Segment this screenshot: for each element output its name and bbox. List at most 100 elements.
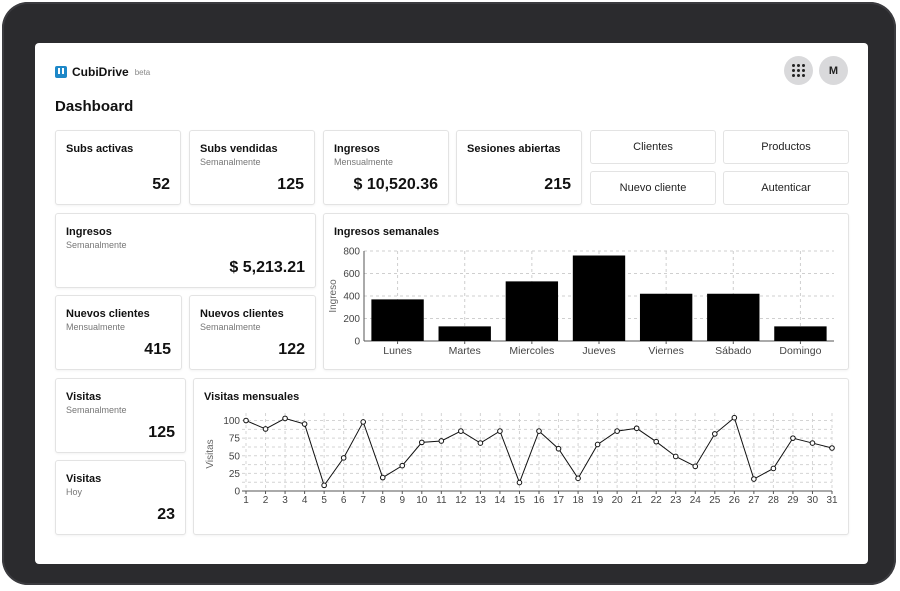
x-tick-label: 13 (475, 495, 487, 506)
x-tick-label: 20 (612, 495, 624, 506)
data-point (555, 445, 562, 452)
x-tick-label: Martes (449, 345, 481, 357)
data-point (790, 435, 796, 441)
card-subtitle: Semanalmente (200, 322, 261, 332)
clientes-button[interactable]: Clientes (590, 130, 716, 164)
beta-badge: beta (134, 67, 151, 77)
stat-card-nuevos-mensual: Nuevos clientes Mensualmente 415 (55, 295, 182, 370)
x-tick-label: 30 (807, 495, 819, 506)
stat-card-nuevos-semanal: Nuevos clientes Semanalmente 122 (189, 295, 316, 370)
apps-grid-button[interactable] (784, 56, 813, 85)
bar (438, 326, 491, 341)
y-tick-label: 200 (343, 314, 360, 325)
x-tick-label: 23 (670, 495, 682, 506)
data-point (379, 474, 386, 481)
x-tick-label: Jueves (582, 345, 615, 357)
card-value: $ 10,520.36 (353, 176, 438, 193)
x-tick-label: Lunes (383, 345, 412, 357)
app-screen: CubiDrive beta M Dashboard Subs activas … (35, 43, 868, 564)
data-point (321, 482, 327, 489)
y-tick-label: 100 (223, 416, 240, 427)
bar (572, 255, 626, 341)
stat-card-subs-vendidas: Subs vendidas Semanalmente 125 (189, 130, 315, 205)
card-value: 52 (152, 176, 170, 193)
card-title: Visitas (66, 473, 102, 485)
x-tick-label: Domingo (779, 345, 821, 357)
data-point (458, 428, 464, 434)
x-tick-label: 25 (709, 495, 721, 506)
bar (371, 299, 424, 341)
stat-card-visitas-semanal: Visitas Semanalmente 125 (55, 378, 186, 453)
card-value: $ 5,213.21 (229, 259, 305, 276)
card-value: 122 (278, 341, 305, 358)
x-tick-label: 24 (690, 495, 702, 506)
data-point (712, 431, 718, 437)
productos-button[interactable]: Productos (723, 130, 849, 164)
data-point (633, 425, 640, 432)
brand[interactable]: CubiDrive beta (55, 65, 150, 79)
data-point (575, 475, 581, 482)
x-tick-label: 17 (553, 495, 565, 506)
bar-chart: 0 200 400 600 800 Lunes Martes Miercoles Jueves V… (328, 247, 834, 357)
autenticar-button[interactable]: Autenticar (723, 171, 849, 205)
stat-card-sesiones: Sesiones abiertas 215 (456, 130, 582, 205)
nuevo-cliente-button[interactable]: Nuevo cliente (590, 171, 716, 205)
x-tick-label: 28 (768, 495, 780, 506)
logo-icon (55, 66, 67, 78)
x-tick-label: 9 (399, 495, 405, 506)
avatar[interactable]: M (819, 56, 848, 85)
data-point (477, 440, 484, 446)
card-title: Subs vendidas (200, 143, 278, 155)
data-point (672, 453, 679, 460)
x-tick-label: 27 (748, 495, 760, 506)
card-subtitle: Semanalmente (200, 157, 261, 167)
data-point (731, 414, 738, 421)
x-tick-label: 4 (302, 495, 308, 506)
stat-card-subs-activas: Subs activas 52 (55, 130, 181, 205)
x-tick-label: 12 (455, 495, 467, 506)
data-point (360, 419, 366, 425)
data-point (282, 415, 288, 422)
x-tick-label: 22 (651, 495, 663, 506)
card-title: Subs activas (66, 143, 134, 155)
y-tick-label: 800 (343, 247, 360, 258)
card-subtitle: Mensualmente (66, 322, 126, 332)
card-value: 23 (157, 506, 175, 523)
y-tick-label: 25 (229, 469, 241, 480)
y-axis-label: Visitas (205, 439, 216, 468)
x-tick-label: 29 (787, 495, 799, 506)
data-point (262, 426, 269, 432)
x-tick-label: 21 (631, 495, 643, 506)
x-tick-label: 1 (243, 495, 249, 506)
bar (639, 293, 693, 341)
data-point (770, 465, 777, 472)
card-title: Nuevos clientes (66, 308, 150, 320)
x-tick-label: 26 (729, 495, 741, 506)
card-subtitle: Semanalmente (66, 405, 127, 415)
chart-card-ingresos-semanales: Ingresos semanales 0 200 400 600 800 Lunes Mar… (323, 213, 849, 370)
y-tick-label: 75 (229, 434, 241, 445)
x-tick-label: 31 (826, 495, 838, 506)
x-tick-label: 3 (282, 495, 288, 506)
stat-card-ingresos-semanal: Ingresos Semanalmente $ 5,213.21 (55, 213, 316, 288)
x-tick-label: Sábado (715, 345, 751, 357)
x-tick-label: 6 (341, 495, 347, 506)
bar (774, 326, 827, 341)
card-value: 125 (277, 176, 304, 193)
stat-card-visitas-hoy: Visitas Hoy 23 (55, 460, 186, 535)
top-bar: CubiDrive beta M (55, 56, 848, 93)
y-tick-label: 400 (343, 292, 360, 303)
data-point (301, 421, 308, 427)
bar (505, 281, 559, 341)
app-name: CubiDrive (72, 65, 129, 79)
data-point (399, 462, 406, 469)
x-tick-label: 15 (514, 495, 526, 506)
page-title: Dashboard (55, 98, 134, 115)
data-point (438, 438, 445, 444)
x-tick-label: 7 (360, 495, 366, 506)
data-point (536, 428, 542, 434)
y-tick-label: 0 (234, 487, 240, 498)
y-axis-label: Ingreso (328, 279, 339, 313)
data-point (653, 438, 660, 445)
x-tick-label: 10 (416, 495, 428, 506)
